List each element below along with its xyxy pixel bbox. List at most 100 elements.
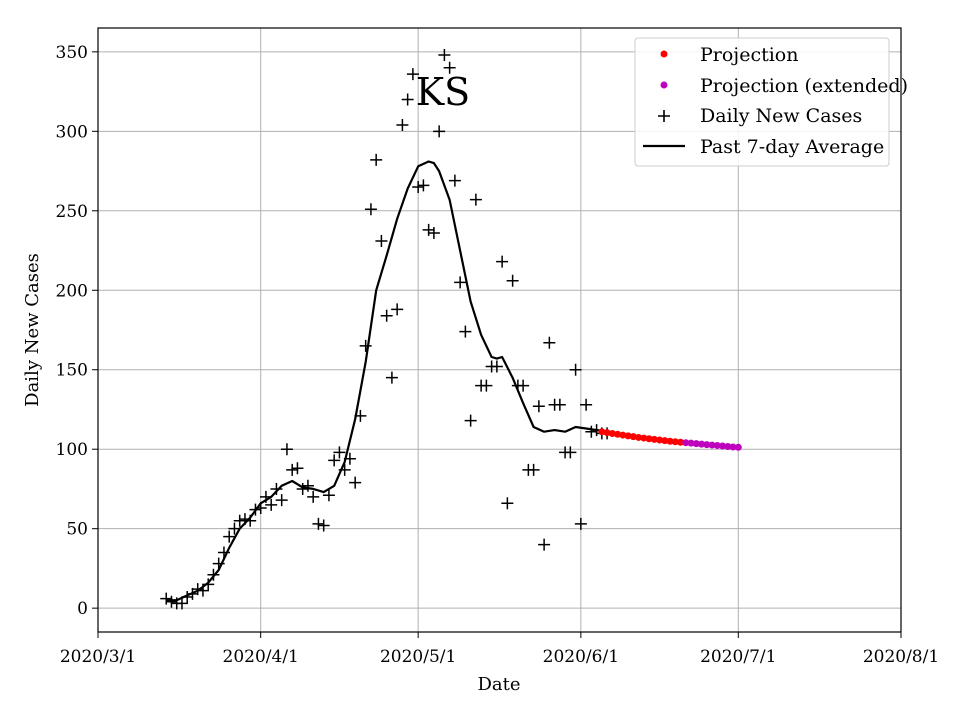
- projection-extended-point: [713, 442, 721, 450]
- daily-case-point: [370, 153, 383, 166]
- daily-case-point: [412, 180, 425, 193]
- daily-case-point: [175, 597, 188, 610]
- daily-case-point: [343, 452, 356, 465]
- daily-case-point: [301, 479, 314, 492]
- x-tick-label: 2020/4/1: [223, 647, 299, 667]
- daily-case-point: [338, 463, 351, 476]
- daily-case-point: [244, 514, 257, 527]
- daily-case-point: [280, 443, 293, 456]
- projection-markers: [598, 428, 685, 446]
- legend-daily-label: Daily New Cases: [700, 105, 862, 127]
- daily-case-point: [354, 409, 367, 422]
- daily-case-point: [438, 49, 451, 62]
- daily-case-point: [427, 227, 440, 240]
- y-tick-label: 100: [56, 440, 88, 460]
- plot-frame: [97, 27, 902, 633]
- projection-point: [619, 431, 627, 439]
- daily-case-point: [543, 336, 556, 349]
- axis-ticks: 2020/3/1 2020/4/1 2020/5/1 2020/6/1 2020/7/1…: [56, 43, 940, 667]
- projection-point: [671, 438, 679, 446]
- daily-case-point: [233, 514, 246, 527]
- projection-extended-point: [734, 443, 742, 451]
- daily-case-point: [380, 309, 393, 322]
- y-tick-label: 50: [66, 520, 88, 540]
- legend-projection-label: Projection: [700, 44, 798, 66]
- legend-projection-marker: [660, 50, 668, 58]
- daily-case-point: [249, 503, 262, 516]
- daily-case-point: [580, 398, 593, 411]
- daily-case-point: [517, 379, 530, 392]
- daily-case-point: [238, 513, 251, 526]
- daily-case-point: [433, 125, 446, 138]
- daily-case-point: [527, 463, 540, 476]
- projection-point: [640, 434, 648, 442]
- legend-projection-extended-label: Projection (extended): [700, 75, 908, 97]
- y-tick-label: 200: [56, 281, 88, 301]
- y-tick-label: 350: [56, 43, 88, 63]
- projection-point: [598, 428, 606, 436]
- daily-case-point: [480, 379, 493, 392]
- daily-case-point: [259, 490, 272, 503]
- y-tick-label: 300: [56, 122, 88, 142]
- projection-extended-point: [682, 439, 690, 447]
- daily-case-point: [553, 398, 566, 411]
- daily-case-point: [585, 425, 598, 438]
- daily-case-point: [443, 61, 456, 74]
- daily-case-point: [391, 303, 404, 316]
- y-tick-label: 250: [56, 202, 88, 222]
- daily-case-point: [454, 276, 467, 289]
- daily-case-point: [191, 583, 204, 596]
- daily-case-point: [160, 592, 173, 605]
- daily-case-point: [307, 490, 320, 503]
- daily-case-point: [275, 494, 288, 507]
- projection-extended-point: [719, 442, 727, 450]
- x-tick-label: 2020/5/1: [380, 647, 456, 667]
- daily-case-point: [448, 174, 461, 187]
- daily-case-point: [349, 476, 362, 489]
- x-axis-label: Date: [477, 674, 520, 695]
- daily-case-point: [464, 414, 477, 427]
- daily-case-point: [223, 530, 236, 543]
- daily-case-point: [469, 193, 482, 206]
- projection-point: [629, 433, 637, 441]
- projection-extended-point: [724, 443, 732, 451]
- projection-point: [677, 438, 685, 446]
- chart-title: KS: [416, 70, 470, 114]
- daily-case-point: [417, 179, 430, 192]
- daily-case-point: [270, 482, 283, 495]
- projection-point: [614, 430, 622, 438]
- projection-point: [650, 435, 658, 443]
- x-tick-label: 2020/3/1: [60, 647, 136, 667]
- daily-case-point: [459, 325, 472, 338]
- daily-case-point: [207, 568, 220, 581]
- daily-case-point: [286, 463, 299, 476]
- projection-point: [603, 429, 611, 437]
- daily-case-point: [312, 517, 325, 530]
- legend-daily-marker: [658, 110, 670, 122]
- daily-case-point: [265, 498, 278, 511]
- daily-case-point: [322, 489, 335, 502]
- x-tick-label: 2020/8/1: [863, 647, 939, 667]
- projection-extended-point: [698, 440, 706, 448]
- projection-point: [661, 437, 669, 445]
- daily-case-point: [328, 454, 341, 467]
- daily-case-point: [569, 363, 582, 376]
- daily-case-point: [385, 371, 398, 384]
- daily-case-point: [359, 339, 372, 352]
- average-line: [166, 160, 608, 602]
- legend-projection-extended-marker: [660, 81, 668, 89]
- x-tick-label: 2020/6/1: [543, 647, 619, 667]
- daily-case-point: [506, 274, 519, 287]
- x-tick-label: 2020/7/1: [700, 647, 776, 667]
- average-line-group: [166, 160, 608, 602]
- legend-frame: [634, 37, 890, 167]
- daily-cases-markers: [160, 49, 614, 610]
- daily-case-point: [375, 234, 388, 247]
- legend: Projection Projection (extended) Daily N…: [634, 37, 908, 167]
- y-axis-label: Daily New Cases: [22, 253, 43, 407]
- projection-extended-point: [687, 439, 695, 447]
- daily-case-point: [538, 538, 551, 551]
- daily-case-point: [490, 360, 503, 373]
- daily-case-point: [364, 203, 377, 216]
- projection-point: [624, 432, 632, 440]
